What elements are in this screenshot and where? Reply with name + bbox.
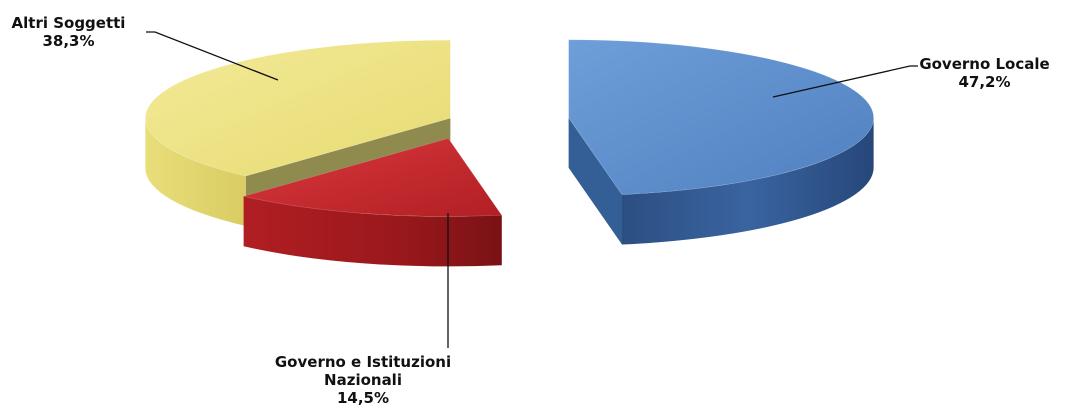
slice-label-governo-locale: Governo Locale 47,2% bbox=[912, 55, 1057, 91]
slice-label-altri-soggetti-value: 38,3% bbox=[42, 32, 95, 50]
slice-label-governo-nazionali-value: 14,5% bbox=[336, 389, 390, 407]
pie-slice-governo-nazionali bbox=[243, 138, 503, 267]
slice-label-governo-locale-name: Governo Locale bbox=[919, 55, 1050, 73]
slice-label-altri-soggetti-name: Altri Soggetti bbox=[11, 14, 126, 32]
pie-slice-top-governo-locale bbox=[568, 39, 874, 195]
pie-slice-top-governo-nazionali bbox=[243, 138, 503, 217]
pie-slice-wall-end-governo-locale bbox=[568, 117, 622, 245]
pie-slice-top-altri-soggetti bbox=[145, 39, 451, 177]
pie-slice-side-governo-locale bbox=[621, 117, 874, 245]
slice-label-governo-nazionali-name: Governo e Istituzioni bbox=[274, 353, 452, 371]
pie-slice-side-altri-soggetti bbox=[145, 118, 246, 227]
leader-line-governo-locale bbox=[772, 65, 918, 98]
slice-label-governo-nazionali-name-2: Nazionali bbox=[324, 371, 402, 389]
pie-slice-side-governo-nazionali bbox=[243, 196, 502, 267]
slice-label-altri-soggetti: Altri Soggetti 38,3% bbox=[6, 14, 131, 50]
pie-slice-governo-locale bbox=[568, 39, 874, 245]
leader-line-altri-soggetti bbox=[146, 31, 279, 81]
slice-label-governo-nazionali: Governo e Istituzioni Nazionali 14,5% bbox=[258, 353, 468, 407]
slice-label-governo-locale-value: 47,2% bbox=[958, 73, 1011, 91]
